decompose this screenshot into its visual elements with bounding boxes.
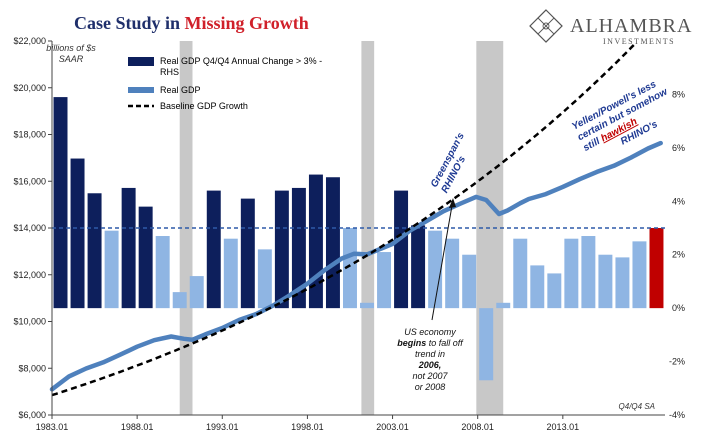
left-tick-label: $12,000 bbox=[13, 270, 46, 280]
chart-title: Case Study in Missing Growth bbox=[74, 13, 309, 33]
gdp-growth-bar bbox=[564, 238, 579, 309]
text-line: not 2007 bbox=[412, 371, 448, 381]
gdp-growth-bar bbox=[411, 225, 426, 309]
legend-swatch-line bbox=[128, 87, 154, 93]
text-line: US economy bbox=[404, 327, 456, 337]
x-tick-label: 1993.01 bbox=[206, 422, 239, 432]
corner-note: Q4/Q4 SA bbox=[619, 402, 655, 411]
left-tick-label: $10,000 bbox=[13, 317, 46, 327]
gdp-growth-bar bbox=[513, 238, 528, 309]
text-line: or 2008 bbox=[415, 382, 446, 392]
gdp-growth-bar bbox=[240, 198, 255, 309]
title-prefix: Case Study in bbox=[74, 13, 185, 33]
units-note: billions of $s SAAR bbox=[46, 43, 96, 64]
title-highlight: Missing Growth bbox=[185, 13, 309, 33]
gdp-growth-bar bbox=[104, 230, 119, 309]
right-tick-label: 2% bbox=[672, 250, 685, 260]
legend: Real GDP Q4/Q4 Annual Change > 3% -RHS R… bbox=[128, 56, 322, 111]
left-tick-label: $16,000 bbox=[13, 176, 46, 186]
left-tick-label: $8,000 bbox=[18, 363, 46, 373]
gdp-growth-bar bbox=[172, 292, 187, 309]
gdp-growth-bar bbox=[189, 276, 204, 309]
left-tick-label: $18,000 bbox=[13, 130, 46, 140]
gdp-growth-bar bbox=[496, 302, 511, 309]
line-series bbox=[49, 42, 663, 397]
left-tick-label: $6,000 bbox=[18, 410, 46, 420]
text-line: billions of $s bbox=[46, 43, 96, 53]
gdp-growth-bar bbox=[206, 190, 221, 309]
gdp-growth-bar bbox=[343, 228, 357, 309]
text-line: 2006, bbox=[418, 360, 442, 370]
text-line: trend in bbox=[415, 349, 445, 359]
left-tick-label: $20,000 bbox=[13, 83, 46, 93]
left-tick-label: $14,000 bbox=[13, 223, 46, 233]
alhambra-logo: ALHAMBRA INVESTMENTS bbox=[529, 9, 692, 46]
gdp-growth-bar bbox=[445, 238, 460, 309]
gdp-growth-bar bbox=[87, 193, 102, 309]
annotation-yellen-powell: Yellen/Powell's lesscertain but somehows… bbox=[570, 75, 681, 164]
left-tick-label: $22,000 bbox=[13, 36, 46, 46]
bar-series bbox=[52, 97, 665, 381]
right-tick-label: 4% bbox=[672, 196, 685, 206]
gdp-growth-bar bbox=[360, 302, 374, 309]
right-tick-label: 0% bbox=[672, 303, 685, 313]
gdp-growth-bar bbox=[70, 158, 85, 309]
gdp-growth-bar bbox=[615, 257, 630, 309]
gdp-growth-bar bbox=[581, 236, 596, 309]
text-line: Real GDP Q4/Q4 Annual Change > 3% - bbox=[160, 56, 322, 66]
legend-label-baseline: Baseline GDP Growth bbox=[160, 101, 248, 111]
text-line: RHS bbox=[160, 67, 179, 77]
gdp-growth-bar bbox=[530, 265, 545, 309]
gdp-growth-bar bbox=[377, 252, 392, 309]
logo-sub: INVESTMENTS bbox=[603, 37, 675, 46]
legend-label-line: Real GDP bbox=[160, 85, 201, 95]
gdp-growth-bar bbox=[325, 177, 340, 309]
legend-label-bars: Real GDP Q4/Q4 Annual Change > 3% -RHS bbox=[160, 56, 322, 77]
gdp-growth-bar bbox=[223, 238, 238, 309]
gdp-growth-bar bbox=[138, 206, 153, 309]
axes: $6,000 $8,000 $10,000 $12,000 $14,000 $16,000… bbox=[13, 36, 685, 432]
baseline-gdp-line bbox=[51, 42, 637, 397]
gdp-growth-bar bbox=[598, 254, 613, 309]
logo-name: ALHAMBRA bbox=[570, 15, 692, 37]
text-line: begins bbox=[397, 338, 426, 348]
x-tick-label: 1998.01 bbox=[291, 422, 324, 432]
gdp-growth-bar bbox=[155, 236, 170, 309]
x-tick-label: 2013.01 bbox=[547, 422, 580, 432]
gdp-growth-bar bbox=[274, 190, 289, 309]
legend-swatch-bars bbox=[128, 57, 154, 66]
gdp-growth-bar bbox=[428, 230, 443, 309]
diamond-lattice-icon bbox=[529, 9, 563, 43]
gdp-growth-bar bbox=[649, 228, 664, 309]
gdp-growth-bar bbox=[632, 241, 647, 309]
right-tick-label: -4% bbox=[669, 410, 685, 420]
x-tick-label: 1983.01 bbox=[36, 422, 69, 432]
right-tick-label: -2% bbox=[669, 357, 685, 367]
gdp-growth-bar bbox=[121, 187, 136, 309]
gdp-growth-bar bbox=[257, 249, 272, 309]
gdp-growth-bar bbox=[53, 97, 68, 309]
annotation-us-economy: US economy begins to fall off trend in 2006… bbox=[397, 327, 464, 392]
right-tick-label: 8% bbox=[672, 89, 685, 99]
annotation-arrow bbox=[431, 199, 454, 321]
gdp-growth-bar bbox=[547, 273, 562, 309]
gdp-growth-bar bbox=[291, 187, 306, 309]
gdp-growth-bar bbox=[462, 254, 477, 309]
right-tick-label: 6% bbox=[672, 143, 685, 153]
x-tick-label: 2003.01 bbox=[376, 422, 409, 432]
gdp-growth-bar bbox=[479, 308, 494, 381]
x-tick-label: 1988.01 bbox=[121, 422, 154, 432]
gdp-growth-bar bbox=[394, 190, 409, 309]
x-tick-label: 2008.01 bbox=[461, 422, 494, 432]
text-fragment: to fall off bbox=[426, 338, 464, 348]
annotation-arrowhead bbox=[449, 198, 456, 208]
text-line: SAAR bbox=[59, 54, 84, 64]
